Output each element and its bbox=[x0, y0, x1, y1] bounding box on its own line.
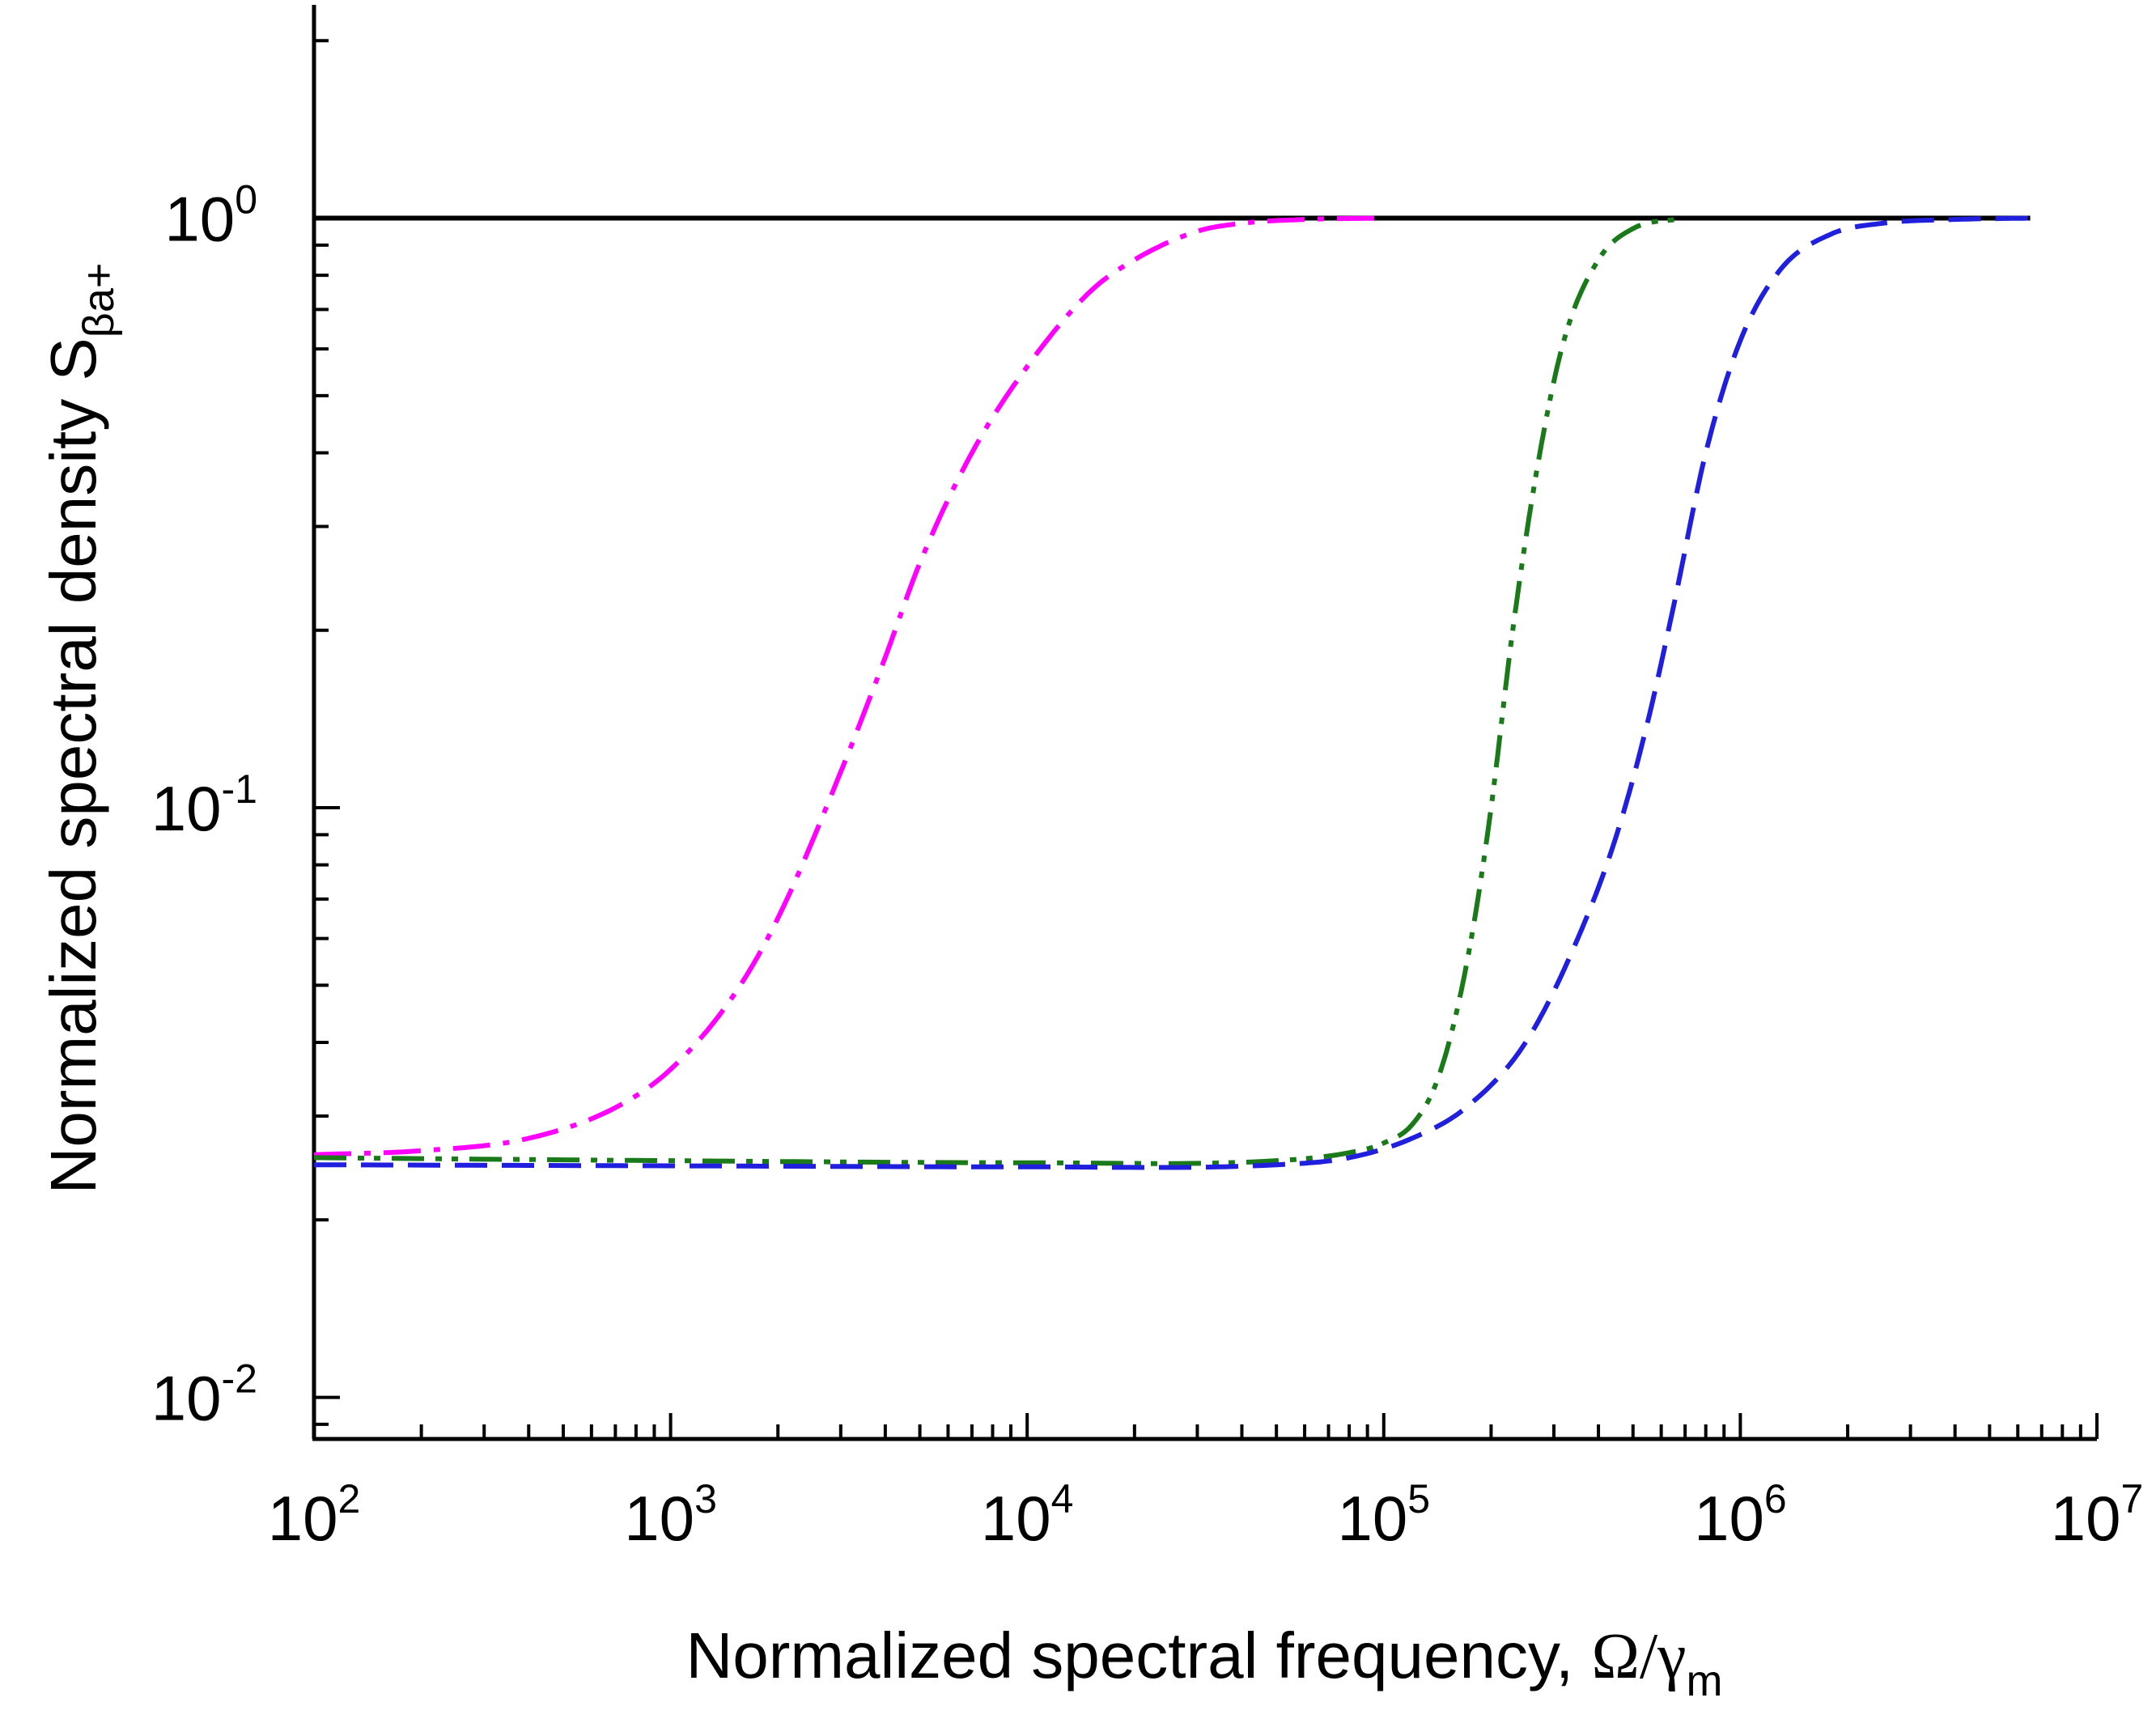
x-tick-label: 102 bbox=[268, 1476, 361, 1554]
y-tick-exponent: 0 bbox=[235, 177, 257, 223]
y-tick-label: 100 bbox=[164, 177, 257, 255]
y-tick-exponent: -1 bbox=[222, 766, 257, 812]
x-tick-exponent: 5 bbox=[1407, 1476, 1430, 1522]
series-line-magenta bbox=[313, 215, 1384, 1157]
x-axis-title-text: Normalized spectral frequency, bbox=[686, 1619, 1592, 1691]
y-tick-base: 10 bbox=[151, 773, 222, 844]
series-line-green bbox=[313, 215, 1686, 1166]
x-tick-label: 103 bbox=[624, 1476, 717, 1554]
x-tick-label: 107 bbox=[2051, 1476, 2144, 1554]
x-tick-base: 10 bbox=[1338, 1483, 1408, 1554]
x-tick-exponent: 3 bbox=[694, 1476, 717, 1522]
series-line-blue bbox=[313, 215, 2031, 1170]
y-tick-base: 10 bbox=[151, 1363, 222, 1434]
y-tick-label: 10-2 bbox=[151, 1356, 257, 1434]
x-axis-title: Normalized spectral frequency, Ω/γm bbox=[686, 1619, 1723, 1705]
x-axis-title-subscript: m bbox=[1687, 1657, 1723, 1705]
x-tick-base: 10 bbox=[981, 1483, 1051, 1554]
x-tick-base: 10 bbox=[1694, 1483, 1764, 1554]
x-tick-base: 10 bbox=[624, 1483, 694, 1554]
x-tick-exponent: 4 bbox=[1051, 1476, 1074, 1522]
x-tick-label: 104 bbox=[981, 1476, 1074, 1554]
x-axis-title-symbol: Ω/γ bbox=[1591, 1621, 1686, 1692]
y-tick-exponent: -2 bbox=[222, 1356, 257, 1402]
x-tick-base: 10 bbox=[2051, 1483, 2121, 1554]
x-tick-base: 10 bbox=[268, 1483, 338, 1554]
x-tick-exponent: 6 bbox=[1764, 1476, 1787, 1522]
x-tick-exponent: 2 bbox=[337, 1476, 360, 1522]
y-tick-base: 10 bbox=[164, 184, 235, 255]
y-tick-label: 10-1 bbox=[151, 766, 257, 844]
y-axis-title-subscript: βa+ bbox=[74, 263, 123, 338]
y-axis-title: Normalized spectral density Sβa+ bbox=[37, 263, 123, 1195]
x-tick-exponent: 7 bbox=[2120, 1476, 2143, 1522]
x-tick-label: 106 bbox=[1694, 1476, 1787, 1554]
x-tick-label: 105 bbox=[1338, 1476, 1431, 1554]
y-axis-title-text: Normalized spectral density S bbox=[37, 337, 109, 1194]
